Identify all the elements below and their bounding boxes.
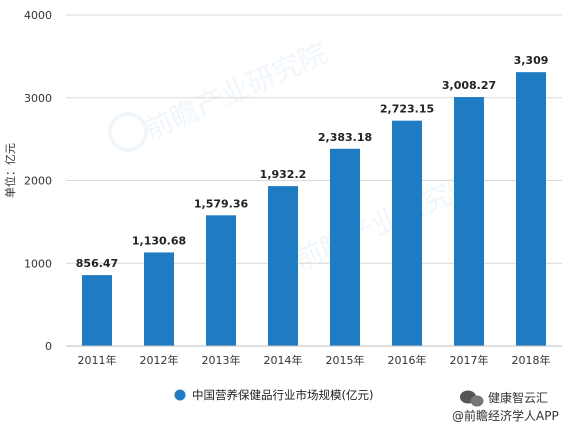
watermark-logo-icon bbox=[108, 112, 148, 152]
y-axis-tick-labels: 0 1000 2000 3000 4000 bbox=[24, 9, 52, 353]
legend: 中国营养保健品行业市场规模(亿元) bbox=[174, 388, 373, 402]
bar-value-label: 2,383.18 bbox=[318, 131, 372, 144]
x-tick-label: 2015年 bbox=[326, 353, 365, 367]
bar bbox=[392, 120, 422, 347]
bar-value-label: 1,130.68 bbox=[132, 234, 186, 247]
legend-marker bbox=[174, 389, 186, 401]
bar bbox=[268, 186, 298, 346]
wechat-icon bbox=[460, 390, 484, 407]
bar bbox=[206, 215, 236, 346]
x-tick-label: 2014年 bbox=[264, 353, 303, 367]
watermark-line2: @前瞻经济学人APP bbox=[452, 408, 559, 423]
bar-value-label: 1,932.2 bbox=[260, 168, 307, 181]
watermark-background-text-1: 前瞻产业研究院 bbox=[139, 37, 331, 147]
bar-value-label: 3,309 bbox=[514, 54, 549, 67]
x-tick-label: 2017年 bbox=[450, 353, 489, 367]
bar bbox=[454, 97, 484, 346]
bar-value-label: 3,008.27 bbox=[442, 79, 496, 92]
bar-value-label: 1,579.36 bbox=[194, 197, 249, 210]
bar-value-label: 2,723.15 bbox=[380, 103, 434, 116]
bars bbox=[82, 72, 546, 347]
watermark-background-text-2: 前瞻产业研究院 bbox=[289, 167, 481, 277]
corner-watermark: 健康智云汇 @前瞻经济学人APP bbox=[452, 390, 559, 423]
data-labels: 856.47 1,130.68 1,579.36 1,932.2 2,383.18 2,7… bbox=[76, 54, 549, 270]
legend-label: 中国营养保健品行业市场规模(亿元) bbox=[192, 388, 373, 402]
x-tick-label: 2016年 bbox=[388, 353, 427, 367]
y-tick-label: 2000 bbox=[24, 175, 52, 188]
bar bbox=[516, 72, 546, 347]
y-axis-label: 单位：亿元 bbox=[3, 143, 17, 198]
y-tick-label: 3000 bbox=[24, 92, 52, 105]
x-axis-tick-labels: 2011年 2012年 2013年 2014年 2015年 2016年 2017年 2018年 bbox=[78, 353, 551, 367]
x-tick-label: 2018年 bbox=[512, 353, 551, 367]
y-tick-label: 0 bbox=[45, 340, 52, 353]
bar bbox=[330, 148, 360, 346]
x-tick-label: 2012年 bbox=[140, 353, 179, 367]
bar-value-label: 856.47 bbox=[76, 257, 118, 270]
bar bbox=[82, 275, 112, 346]
x-tick-label: 2011年 bbox=[78, 353, 117, 367]
watermark-line1: 健康智云汇 bbox=[488, 390, 548, 405]
y-tick-label: 1000 bbox=[24, 257, 52, 270]
x-tick-label: 2013年 bbox=[202, 353, 241, 367]
y-tick-label: 4000 bbox=[24, 9, 52, 22]
bar bbox=[144, 252, 174, 346]
